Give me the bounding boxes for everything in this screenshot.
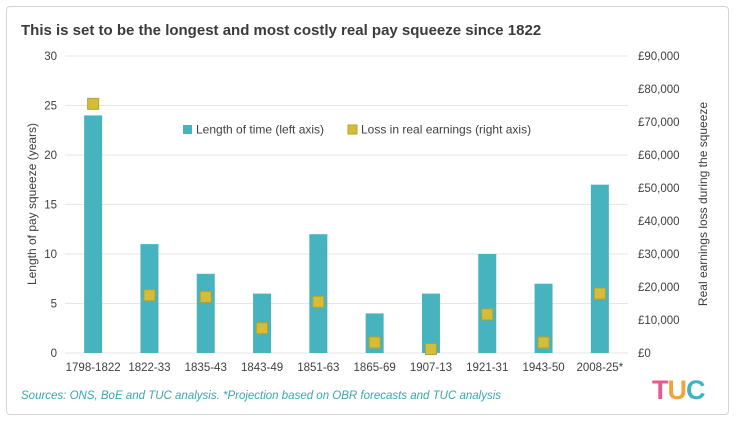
x-tick: 1907-13 <box>410 362 452 374</box>
y-tick-left: 10 <box>44 249 57 261</box>
legend-label-length: Length of time (left axis) <box>196 123 324 137</box>
marker <box>424 343 437 356</box>
x-tick: 1943-50 <box>522 362 564 374</box>
bar <box>196 273 215 353</box>
marker <box>368 336 381 349</box>
y-tick-right: £50,000 <box>638 183 680 195</box>
y-tick-right: £20,000 <box>638 282 680 294</box>
chart-title: This is set to be the longest and most c… <box>21 22 542 39</box>
bar <box>84 115 103 354</box>
bar <box>421 293 440 353</box>
marker <box>143 289 156 302</box>
tuc-logo: TUC <box>652 375 705 405</box>
y-tick-right: £0 <box>638 348 651 360</box>
bar <box>590 184 609 353</box>
marker <box>537 336 550 349</box>
bar <box>478 254 497 353</box>
y-tick-left: 30 <box>44 51 57 63</box>
bar <box>309 234 328 353</box>
legend-swatch-loss <box>347 124 358 135</box>
y-tick-right: £40,000 <box>638 216 680 228</box>
y-tick-right: £30,000 <box>638 249 680 261</box>
y-tick-right: £10,000 <box>638 315 680 327</box>
marker <box>87 97 100 110</box>
bar <box>534 283 553 353</box>
x-tick: 1921-31 <box>466 362 508 374</box>
x-tick: 1822-33 <box>128 362 170 374</box>
y-tick-right: £90,000 <box>638 51 680 63</box>
y-tick-left: 5 <box>51 299 57 311</box>
chart-legend: Length of time (left axis) Loss in real … <box>183 123 531 137</box>
x-tick: 1843-49 <box>241 362 283 374</box>
marker <box>481 308 494 321</box>
source-note: Sources: ONS, BoE and TUC analysis. *Pro… <box>21 390 502 402</box>
marker <box>593 287 606 300</box>
x-tick: 2008-25* <box>577 362 624 374</box>
y-tick-right: £60,000 <box>638 150 680 162</box>
y-tick-right: £70,000 <box>638 117 680 129</box>
legend-swatch-length <box>183 125 192 134</box>
y-tick-left: 20 <box>44 150 57 162</box>
x-tick: 1851-63 <box>297 362 339 374</box>
y-axis-label-left: Length of pay squeeze (years) <box>25 123 39 285</box>
x-tick: 1835-43 <box>185 362 227 374</box>
y-tick-left: 25 <box>44 101 57 113</box>
y-tick-right: £80,000 <box>638 84 680 96</box>
x-tick: 1865-69 <box>354 362 396 374</box>
marker <box>312 295 325 308</box>
marker <box>199 290 212 303</box>
marker <box>256 322 269 335</box>
y-axis-label-right: Real earnings loss during the squeeze <box>696 102 710 306</box>
y-tick-left: 15 <box>44 200 57 212</box>
y-tick-left: 0 <box>51 348 57 360</box>
x-tick: 1798-1822 <box>66 362 121 374</box>
legend-label-loss: Loss in real earnings (right axis) <box>361 123 531 137</box>
